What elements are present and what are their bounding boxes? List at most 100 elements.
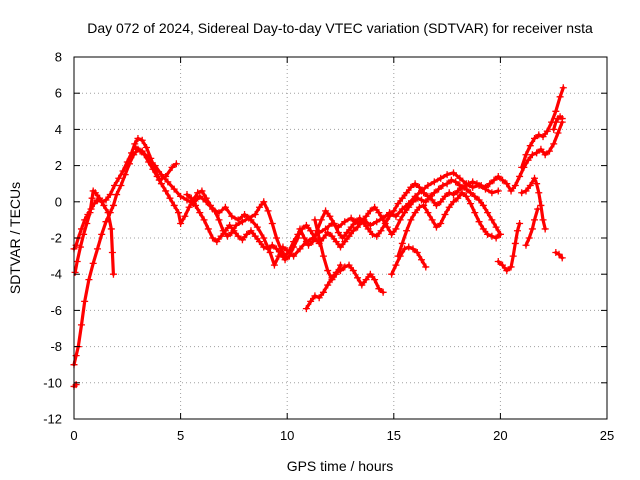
data-point	[539, 216, 547, 224]
data-point	[77, 321, 85, 329]
data-point	[296, 225, 304, 233]
data-point	[245, 214, 253, 222]
data-point	[300, 234, 308, 242]
data-point	[368, 230, 376, 238]
data-point	[134, 134, 142, 142]
data-point	[503, 267, 511, 275]
data-point	[317, 216, 325, 224]
data-point	[445, 189, 453, 197]
data-point	[311, 292, 319, 300]
data-point	[398, 194, 406, 202]
series-track-12	[518, 174, 549, 233]
data-point	[437, 174, 445, 182]
data-point	[221, 227, 229, 235]
data-point	[187, 194, 195, 202]
data-point	[302, 305, 310, 313]
data-point	[488, 189, 496, 197]
data-point	[437, 198, 445, 206]
data-point	[381, 220, 389, 228]
data-point	[430, 178, 438, 186]
data-point	[424, 182, 432, 190]
data-point	[509, 252, 517, 260]
data-point	[430, 189, 438, 197]
series-line	[520, 86, 565, 169]
data-point	[185, 203, 193, 211]
data-point	[266, 248, 274, 256]
data-point	[84, 210, 92, 218]
data-point	[420, 189, 428, 197]
data-point	[405, 203, 413, 211]
data-point	[411, 180, 419, 188]
data-point	[89, 259, 97, 267]
data-point	[328, 276, 336, 284]
data-point	[260, 243, 268, 251]
data-point	[255, 203, 263, 211]
y-tick-label: -4	[50, 267, 62, 282]
x-axis-label: GPS time / hours	[287, 458, 394, 474]
data-point	[247, 227, 255, 235]
data-point	[268, 220, 276, 228]
data-point	[204, 225, 212, 233]
data-point	[251, 232, 259, 240]
data-point	[322, 225, 330, 233]
data-point	[192, 201, 200, 209]
data-point	[224, 232, 232, 240]
data-point	[403, 227, 411, 235]
data-point	[522, 241, 530, 249]
data-point	[324, 281, 332, 289]
data-point	[407, 183, 415, 191]
data-point	[503, 180, 511, 188]
data-point	[113, 191, 121, 199]
data-point	[243, 230, 251, 238]
data-point	[142, 144, 150, 151]
data-point	[104, 209, 112, 217]
data-point	[518, 189, 526, 197]
y-tick-label: 2	[55, 158, 62, 173]
data-point	[513, 227, 521, 235]
data-point	[294, 234, 302, 242]
data-point	[364, 225, 372, 233]
data-point	[443, 180, 451, 188]
data-point	[424, 192, 432, 200]
data-point	[496, 230, 504, 238]
data-point	[371, 276, 379, 284]
series-track-7	[302, 261, 387, 313]
data-point	[347, 214, 355, 222]
data-point	[87, 205, 95, 213]
y-tick-label: -12	[43, 412, 62, 427]
data-point	[268, 241, 276, 249]
data-point	[377, 227, 385, 235]
data-point	[379, 216, 387, 224]
data-point	[145, 158, 153, 166]
data-point	[349, 227, 357, 235]
data-point	[166, 194, 174, 202]
data-point	[449, 198, 457, 206]
series-line	[304, 263, 385, 311]
data-point	[354, 274, 362, 282]
data-point	[558, 254, 566, 262]
data-point	[435, 185, 443, 193]
data-point	[492, 234, 500, 242]
data-point	[194, 189, 202, 197]
data-point	[206, 201, 214, 209]
data-point	[400, 209, 408, 217]
series-track-5	[132, 118, 566, 260]
data-point	[273, 234, 281, 242]
data-point	[362, 276, 370, 284]
data-point	[138, 136, 146, 144]
data-point	[409, 198, 417, 206]
data-point	[147, 154, 155, 162]
data-point	[91, 189, 99, 197]
data-point	[277, 250, 285, 258]
y-tick-label: -6	[50, 303, 62, 318]
data-point	[71, 268, 79, 276]
data-point	[330, 220, 338, 228]
data-point	[157, 171, 165, 179]
data-point	[507, 187, 515, 195]
data-point	[475, 218, 483, 226]
data-point	[100, 201, 108, 209]
data-point	[462, 192, 470, 200]
data-point	[528, 225, 536, 233]
data-point	[525, 234, 533, 242]
data-point	[181, 212, 189, 220]
